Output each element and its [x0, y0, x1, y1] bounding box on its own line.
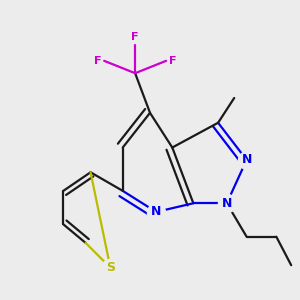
Text: F: F	[131, 32, 139, 42]
Text: N: N	[222, 197, 232, 210]
Text: F: F	[94, 56, 102, 66]
Text: N: N	[242, 153, 252, 167]
Text: N: N	[151, 206, 161, 218]
Text: S: S	[106, 261, 115, 274]
Text: F: F	[169, 56, 176, 66]
